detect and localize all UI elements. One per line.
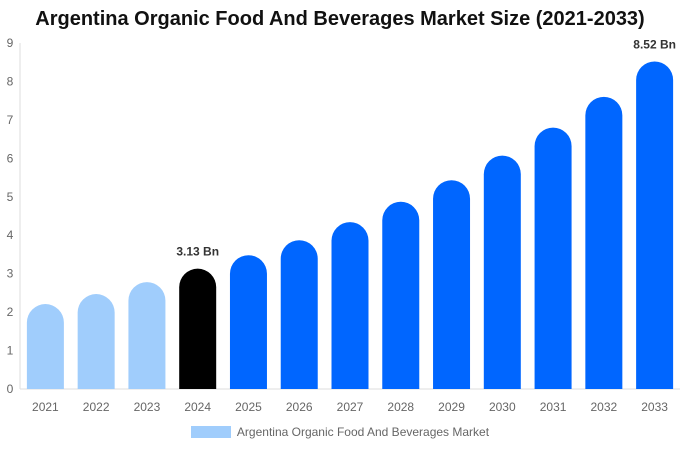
x-tick-label: 2033 xyxy=(641,400,668,414)
bar-2028 xyxy=(382,201,420,389)
y-tick-label: 5 xyxy=(7,190,14,204)
bar-2027 xyxy=(331,222,369,389)
bar-2022 xyxy=(77,294,115,389)
y-tick-label: 0 xyxy=(7,382,14,396)
bar-2032 xyxy=(585,96,623,390)
y-tick-label: 4 xyxy=(7,228,14,242)
x-tick-label: 2025 xyxy=(235,400,262,414)
bar-2026 xyxy=(280,240,318,389)
x-tick-label: 2021 xyxy=(32,400,59,414)
y-tick-label: 1 xyxy=(7,344,14,358)
x-tick-label: 2023 xyxy=(134,400,161,414)
bar-2031 xyxy=(534,127,572,389)
y-tick-label: 7 xyxy=(7,113,14,127)
x-tick-label: 2024 xyxy=(184,400,211,414)
x-tick-label: 2031 xyxy=(540,400,567,414)
data-label: 3.13 Bn xyxy=(176,245,219,259)
x-tick-label: 2032 xyxy=(590,400,617,414)
y-tick-label: 2 xyxy=(7,305,14,319)
bar-2029 xyxy=(433,180,471,389)
bar-2023 xyxy=(128,282,166,389)
y-tick-label: 6 xyxy=(7,151,14,165)
legend: Argentina Organic Food And Beverages Mar… xyxy=(0,425,680,439)
bar-2033 xyxy=(636,61,674,389)
y-tick-label: 8 xyxy=(7,74,14,88)
legend-swatch xyxy=(190,426,231,438)
data-label: 8.52 Bn xyxy=(633,37,676,51)
x-tick-label: 2030 xyxy=(489,400,516,414)
x-tick-label: 2022 xyxy=(83,400,110,414)
x-tick-label: 2029 xyxy=(438,400,465,414)
y-tick-label: 9 xyxy=(7,36,14,50)
bar-2025 xyxy=(229,255,267,389)
x-tick-label: 2027 xyxy=(337,400,364,414)
chart-title: Argentina Organic Food And Beverages Mar… xyxy=(35,8,645,30)
bar-2024 xyxy=(179,268,217,389)
y-tick-label: 3 xyxy=(7,267,14,281)
bar-2030 xyxy=(483,155,521,389)
x-tick-label: 2028 xyxy=(387,400,414,414)
bar-2021 xyxy=(26,304,64,389)
legend-label: Argentina Organic Food And Beverages Mar… xyxy=(236,425,490,439)
x-tick-label: 2026 xyxy=(286,400,313,414)
